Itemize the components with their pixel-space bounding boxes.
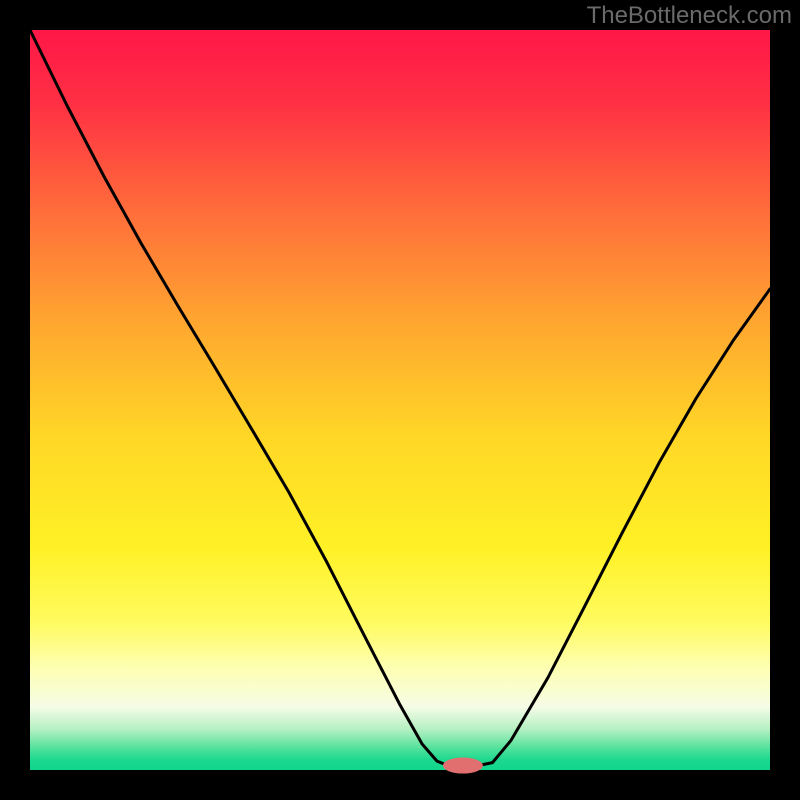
watermark-text: TheBottleneck.com bbox=[587, 2, 792, 30]
chart-container: TheBottleneck.com bbox=[0, 0, 800, 800]
optimum-marker bbox=[443, 758, 483, 774]
plot-background bbox=[30, 30, 770, 770]
bottleneck-chart bbox=[0, 0, 800, 800]
